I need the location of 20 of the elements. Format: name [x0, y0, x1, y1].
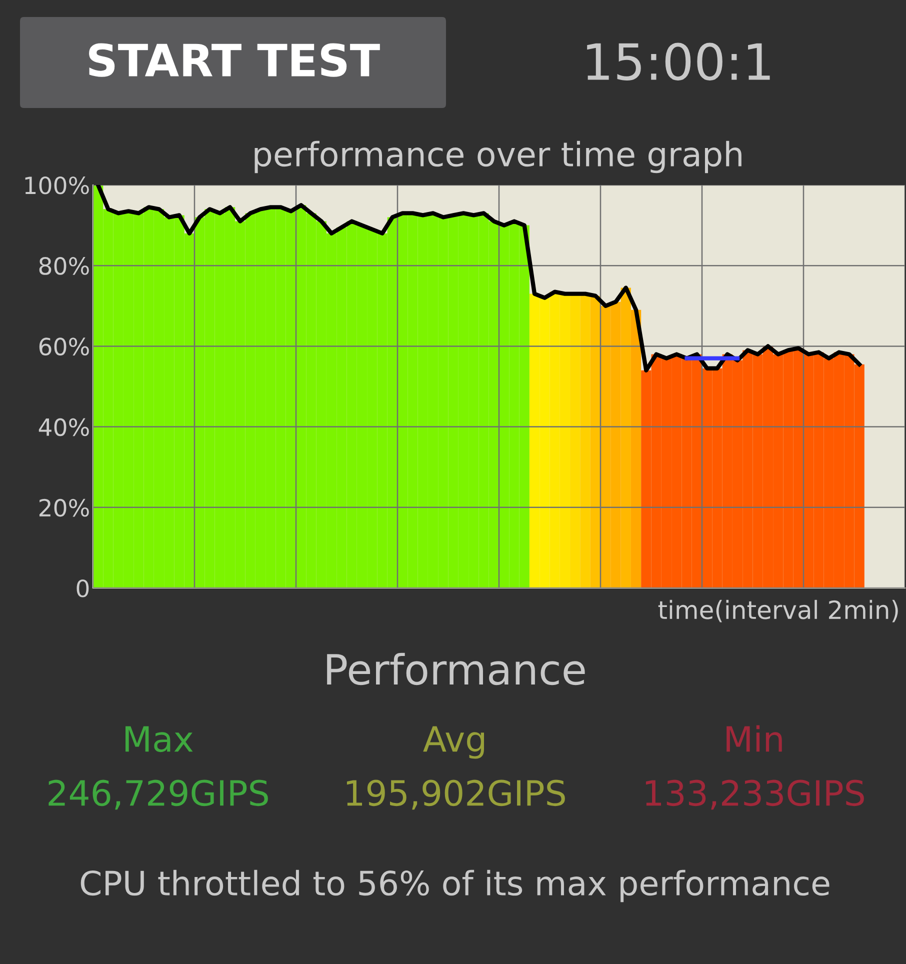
y-tick-label: 0: [76, 579, 89, 598]
y-tick-label: 20%: [39, 498, 89, 517]
text: Performance: [327, 652, 585, 686]
chart-title: performance over time graph: [254, 140, 742, 174]
y-tick-label: 80%: [39, 257, 89, 275]
text: Max: [126, 726, 193, 752]
text: CPU throttled to 56% of its max performance: [80, 870, 830, 902]
text: 133,233GIPS: [646, 780, 864, 810]
y-tick-label: 100%: [25, 176, 89, 194]
text: 246,729GIPS: [48, 780, 268, 810]
text: 195,902GIPS: [346, 780, 565, 810]
bar: [630, 310, 642, 588]
y-tick-label: 60%: [39, 338, 89, 356]
text: Avg: [423, 726, 484, 759]
y-tick-label: 40%: [38, 418, 89, 436]
line-series: [96, 185, 862, 372]
text: Min: [726, 725, 782, 752]
x-axis-title: time(interval 2min): [658, 600, 898, 622]
text: START TEST: [89, 43, 380, 77]
text: 15:00:1: [587, 42, 770, 81]
